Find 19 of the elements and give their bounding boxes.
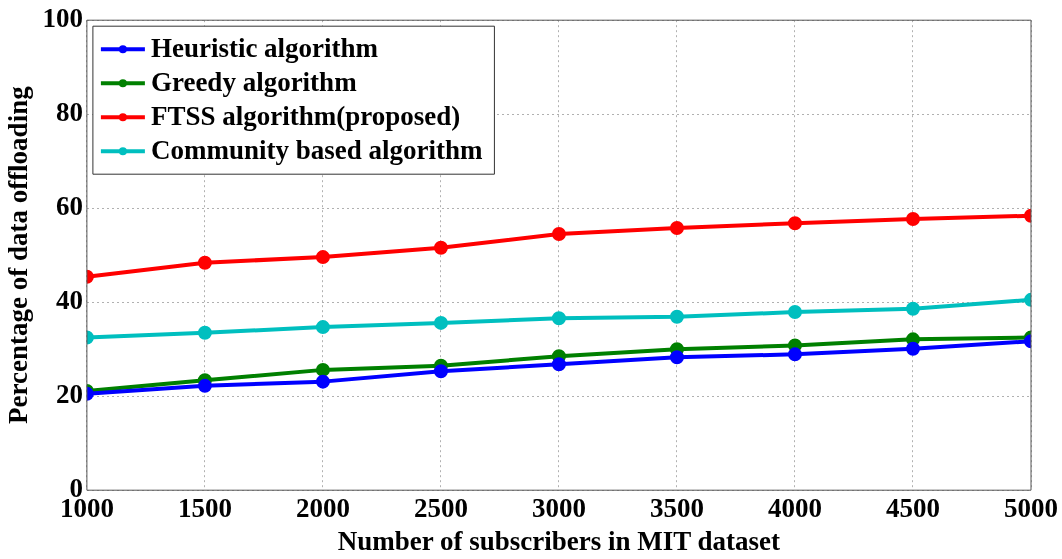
y-tick-label: 20 (55, 379, 83, 410)
y-tick-label: 80 (55, 97, 83, 128)
legend-label: Heuristic algorithm (150, 33, 379, 64)
x-tick-label: 1500 (177, 493, 232, 524)
y-tick-label: 60 (55, 191, 83, 222)
x-tick-label: 5000 (1004, 493, 1058, 524)
x-tick-label: 3500 (649, 493, 704, 524)
x-axis-title: Number of subscribers in MIT dataset (337, 525, 781, 556)
x-tick-label: 4000 (767, 493, 822, 524)
legend-label: Community based algorithm (150, 135, 483, 166)
x-tick-label: 2500 (413, 493, 468, 524)
x-tick-label: 4500 (885, 493, 940, 524)
legend-label: FTSS algorithm(proposed) (150, 101, 461, 132)
legend-label: Greedy algorithm (150, 67, 358, 98)
y-axis-title: Percentage of data offloading (3, 85, 34, 425)
y-tick-label: 100 (42, 3, 83, 34)
x-tick-label: 2000 (295, 493, 350, 524)
y-tick-label: 40 (55, 285, 83, 316)
x-tick-label: 3000 (531, 493, 586, 524)
